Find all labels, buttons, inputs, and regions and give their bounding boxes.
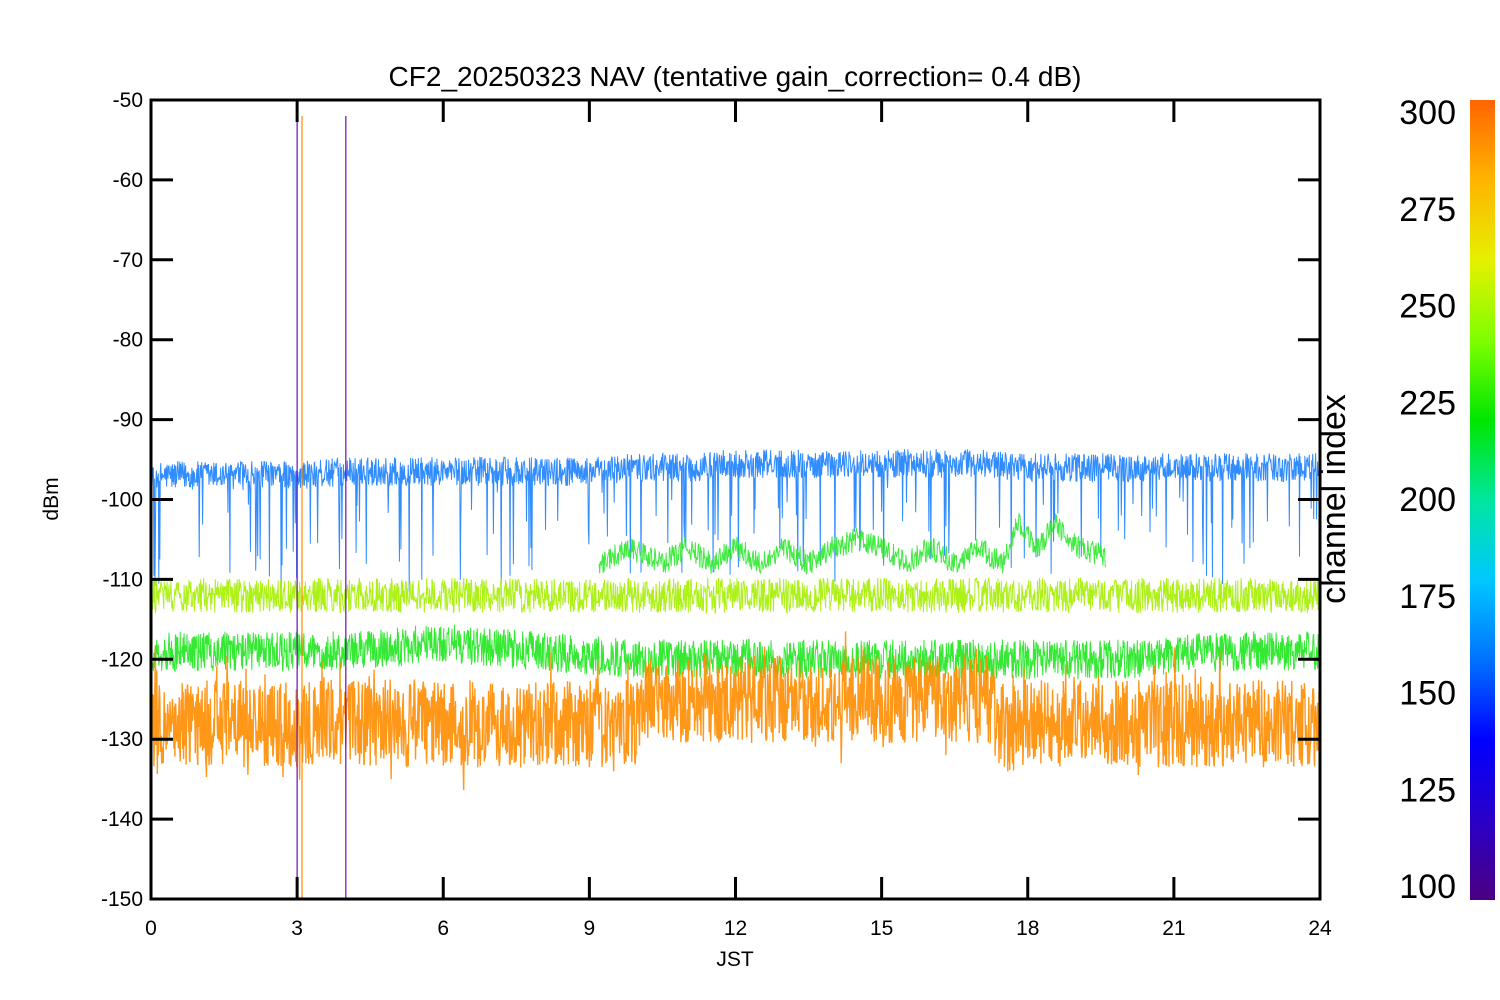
chart-title: CF2_20250323 NAV (tentative gain_correct…: [389, 61, 1082, 92]
x-tick-label: 21: [1162, 917, 1185, 940]
x-tick-label: 9: [584, 917, 596, 940]
y-axis: -50 -60 -70 -80 -90 -100 -110 -120 -130 -140 -150: [101, 89, 1320, 911]
series-trace: [150, 577, 1321, 615]
y-tick-label: -130: [101, 728, 143, 751]
colorbar: [1470, 100, 1495, 900]
y-tick-label: -140: [101, 808, 143, 831]
colorbar-tick-label: 100: [1399, 868, 1456, 906]
series-trace: [150, 448, 1321, 592]
y-tick-label: -80: [113, 329, 143, 352]
y-tick-label: -150: [101, 888, 143, 911]
x-axis: 0 3 6 9 12 15 18 21 24: [145, 100, 1332, 940]
y-tick-label: -70: [113, 249, 143, 272]
colorbar-tick-label: 275: [1399, 191, 1456, 229]
y-tick-label: -50: [113, 89, 143, 112]
x-tick-label: 3: [291, 917, 303, 940]
series-trace: [598, 513, 1107, 575]
colorbar-tick-label: 225: [1399, 384, 1456, 422]
x-tick-label: 6: [437, 917, 449, 940]
colorbar-tick-label: 250: [1399, 288, 1456, 326]
y-tick-label: -60: [113, 169, 143, 192]
colorbar-tick-label: 150: [1399, 675, 1456, 713]
colorbar-tick-label: 175: [1399, 578, 1456, 616]
x-axis-label: JST: [716, 948, 754, 971]
colorbar-tick-label: 300: [1399, 94, 1456, 132]
x-tick-label: 24: [1308, 917, 1332, 940]
data-layer: [150, 115, 1321, 899]
plot-frame: [149, 98, 1322, 901]
y-tick-label: -120: [101, 648, 143, 671]
x-tick-label: 0: [145, 917, 157, 940]
colorbar-tick-label: 200: [1399, 481, 1456, 519]
colorbar-tick-label: 125: [1399, 771, 1456, 809]
x-tick-label: 18: [1016, 917, 1039, 940]
y-axis-label: dBm: [40, 477, 63, 520]
colorbar-ticks: 300 275 250 225 200 175 150 125 100: [1399, 94, 1456, 906]
y-tick-label: -100: [101, 489, 143, 512]
y-tick-label: -90: [113, 409, 143, 432]
x-tick-label: 15: [870, 917, 893, 940]
x-tick-label: 12: [724, 917, 747, 940]
y-tick-label: -110: [103, 568, 143, 591]
colorbar-label: channel index: [1315, 394, 1353, 604]
